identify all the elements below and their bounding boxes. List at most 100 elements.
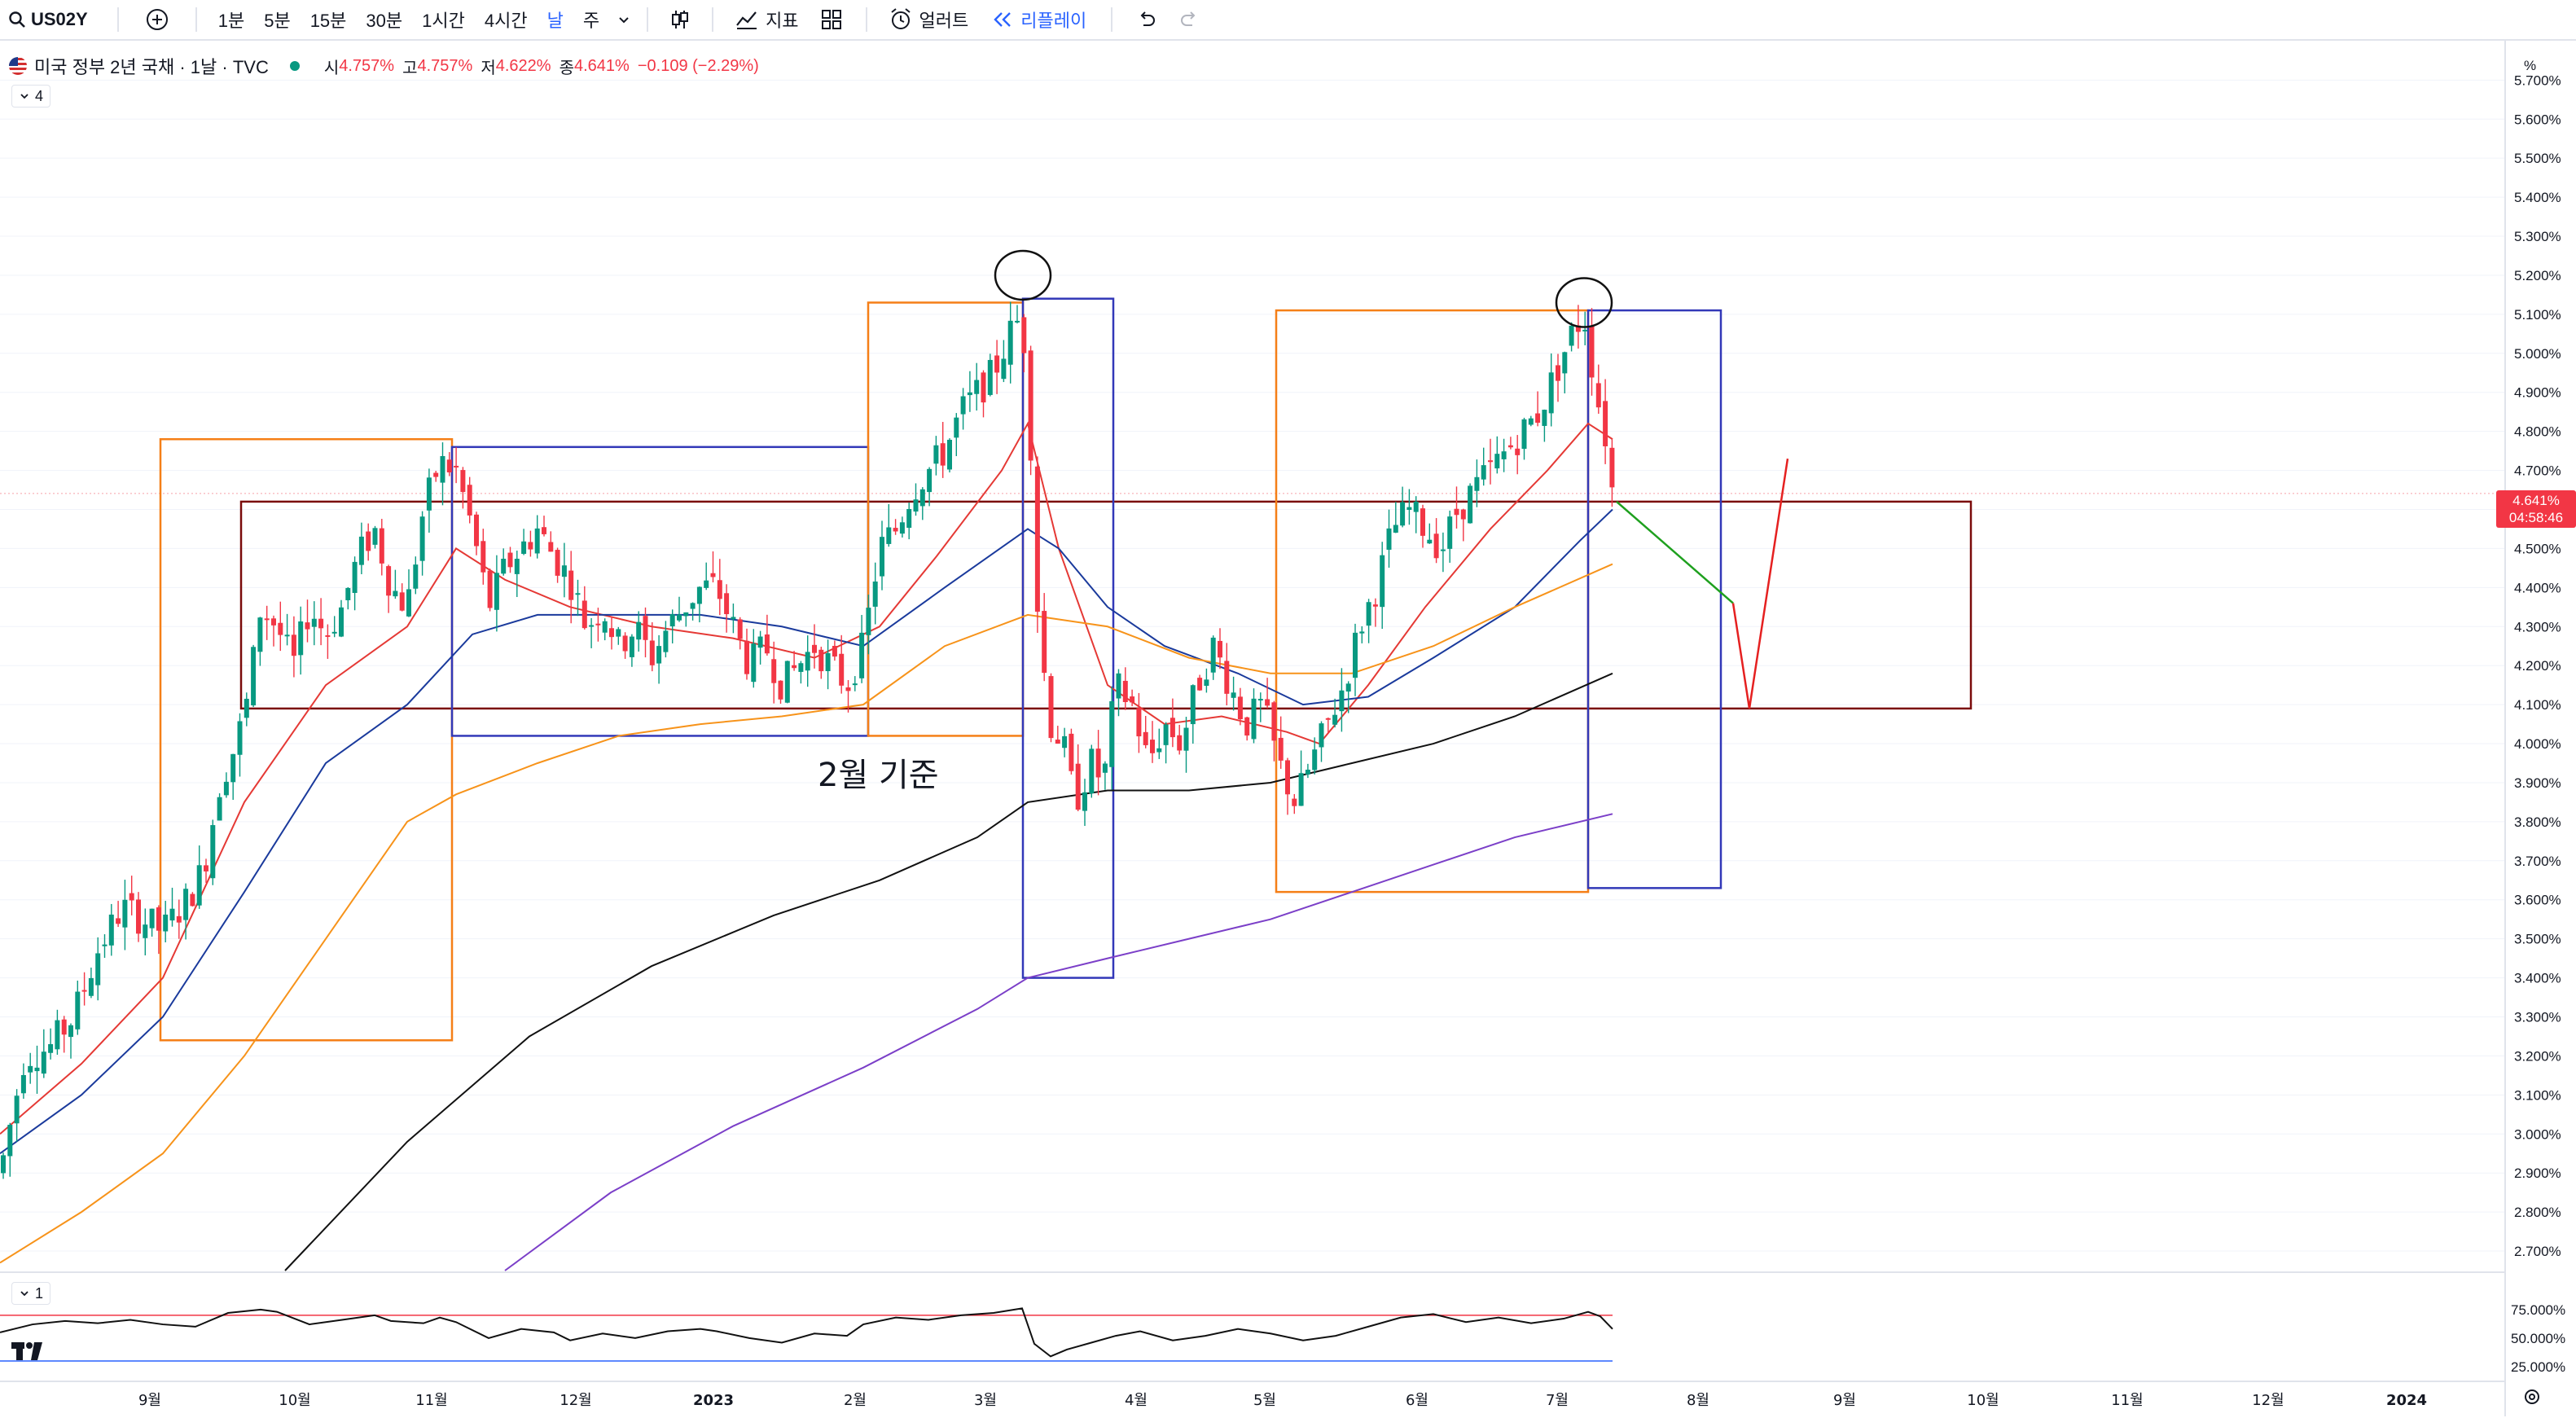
annotation-box [450, 446, 870, 737]
axis-settings-icon[interactable] [2523, 1388, 2541, 1410]
interval-3[interactable]: 30분 [366, 11, 403, 31]
candle-body [1345, 683, 1351, 692]
series-title[interactable]: 미국 정부 2년 국채 · 1날 · TVC [34, 57, 269, 77]
oscillator-line [0, 1307, 1613, 1358]
candle-body [95, 953, 101, 986]
chevron-down-icon[interactable] [616, 0, 632, 39]
x-tick-label: 9월 [1833, 1392, 1856, 1409]
interval-0[interactable]: 1분 [217, 11, 245, 31]
candle-body [501, 558, 507, 574]
candle-body [548, 542, 554, 552]
candle-body [1042, 611, 1047, 674]
layout-grid-icon[interactable] [820, 0, 843, 39]
price-axis[interactable]: % 5.700% 5.600% 5.500% 5.400% 5.300% 5.200% 5.1… [2504, 41, 2576, 1416]
candle-body [68, 1025, 73, 1038]
change-value: −0.109 (−2.29%) [637, 56, 759, 75]
x-tick-label: 10월 [1967, 1392, 1999, 1409]
symbol-search[interactable]: US02Y [8, 0, 88, 39]
oscillator-toggle[interactable]: 1 [11, 1282, 51, 1305]
candle-body [757, 636, 763, 648]
toolbar-divider [195, 7, 197, 32]
candle-body [1197, 678, 1203, 691]
candle-body [1001, 358, 1007, 380]
candle-body [1325, 718, 1331, 720]
candle-body [981, 372, 986, 403]
candle-style-icon[interactable] [668, 0, 692, 39]
indicators-icon [735, 7, 759, 32]
candle-body [528, 542, 533, 550]
candle-body [798, 663, 804, 672]
candle-body [805, 652, 810, 671]
chart-pane[interactable]: 2월 기준 [0, 41, 2504, 1381]
candle-body [14, 1095, 20, 1124]
candle-body [196, 865, 202, 906]
replay-button[interactable]: 리플레이 [991, 0, 1086, 39]
interval-4[interactable]: 1시간 [422, 11, 465, 31]
candle-body [1034, 466, 1040, 612]
interval-7[interactable]: 주 [582, 11, 600, 31]
add-symbol-icon[interactable] [145, 0, 169, 39]
candle-body [1312, 749, 1318, 770]
candle-body [1305, 770, 1310, 775]
osc-tick-label: 75.000% [2511, 1302, 2565, 1318]
interval-5[interactable]: 4시간 [484, 11, 528, 31]
candle-body [41, 1051, 46, 1074]
interval-2[interactable]: 15분 [309, 11, 347, 31]
candle-body [845, 687, 851, 691]
candle-body [1481, 465, 1486, 480]
candle-body [1048, 676, 1054, 739]
candle-body [474, 514, 479, 547]
candle-body [264, 618, 270, 621]
x-tick-label: 2월 [844, 1392, 867, 1409]
candle-body [278, 622, 283, 635]
candle-body [61, 1019, 67, 1035]
x-tick-label: 8월 [1687, 1392, 1709, 1409]
candle-body [163, 914, 169, 932]
y-tick-label: 3.000% [2514, 1126, 2561, 1142]
candle-body [1150, 740, 1155, 753]
redo-icon[interactable] [1179, 0, 1200, 39]
indicator-toggle[interactable]: 4 [11, 85, 51, 108]
candle-body [792, 665, 797, 669]
candle-body [413, 564, 419, 589]
time-axis[interactable]: 9월 10월 11월 12월 2023 2월 3월 4월 5월 6월 7월 8월 9월 10월 11월 12월… [0, 1381, 2504, 1418]
candle-body [393, 590, 398, 597]
alert-button[interactable]: 얼러트 [889, 0, 968, 39]
moving-average-line [0, 563, 1613, 1264]
candle-body [1474, 476, 1480, 491]
moving-average-line [0, 421, 1613, 1135]
candle-body [291, 634, 296, 656]
x-tick-label: 6월 [1406, 1392, 1428, 1409]
candle-body [20, 1074, 26, 1094]
candle-body [1089, 749, 1095, 794]
candle-body [947, 439, 952, 470]
candle-body [1515, 448, 1521, 455]
alarm-clock-icon [889, 7, 913, 32]
rewind-icon [991, 10, 1014, 29]
indicators-button[interactable]: 지표 [735, 0, 799, 39]
candle-body [1380, 555, 1385, 608]
toolbar-divider [1111, 7, 1113, 32]
interval-6[interactable]: 날 [546, 11, 564, 31]
candle-body [1218, 640, 1222, 658]
candle-body [1420, 508, 1425, 536]
annotation-text: 2월 기준 [818, 757, 939, 794]
y-tick-label: 4.300% [2514, 619, 2561, 634]
candle-body [1339, 690, 1345, 712]
price-chart[interactable]: 2월 기준 [0, 41, 2504, 1381]
y-tick-label: 3.900% [2514, 775, 2561, 791]
candle-body [913, 499, 919, 512]
candle-body [589, 625, 595, 627]
toolbar-divider [116, 7, 119, 32]
high-value: 4.757% [417, 56, 473, 75]
candle-body [1143, 731, 1148, 745]
candle-body [136, 899, 141, 934]
annotation-box [1586, 309, 1722, 889]
candle-body [1575, 325, 1581, 332]
candle-body [339, 607, 344, 637]
x-tick-label: 12월 [2252, 1392, 2284, 1409]
candle-body [751, 643, 757, 683]
interval-1[interactable]: 5분 [264, 11, 291, 31]
undo-icon[interactable] [1135, 0, 1156, 39]
candle-body [176, 915, 182, 923]
